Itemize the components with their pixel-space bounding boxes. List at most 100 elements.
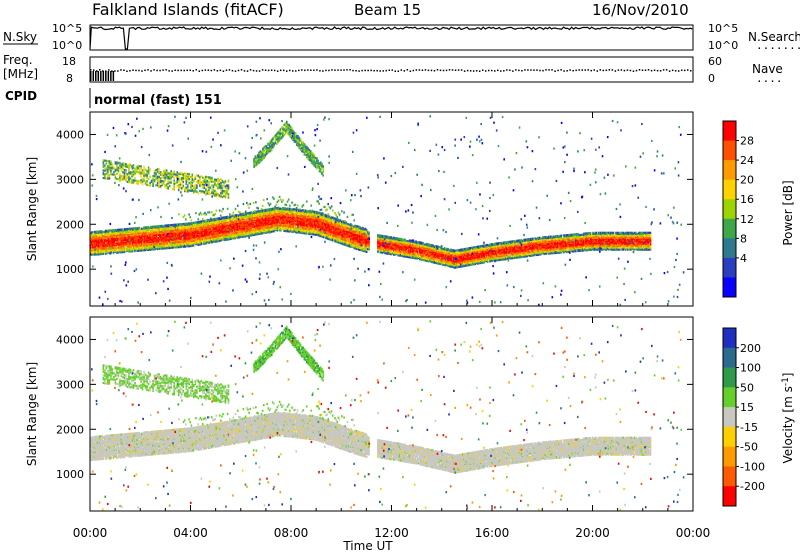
- power-cell: [180, 230, 183, 233]
- power-cell: [111, 237, 114, 240]
- power-cell: [247, 203, 249, 206]
- power-cell: [184, 232, 187, 235]
- power-cell: [255, 201, 257, 204]
- freq-point: [533, 69, 535, 71]
- power-cell: [203, 219, 205, 223]
- freq-point: [596, 70, 599, 72]
- power-cell: [184, 218, 187, 221]
- power-cell: [110, 248, 112, 251]
- power-cell: [295, 219, 298, 222]
- power-cell: [231, 216, 233, 220]
- power-cell: [92, 232, 94, 236]
- freq-point: [156, 69, 158, 72]
- power-cell: [260, 225, 263, 228]
- power-cell: [97, 230, 100, 233]
- power-cell: [166, 231, 169, 234]
- power-cell: [273, 215, 275, 218]
- power-cell: [218, 217, 221, 220]
- freq-point: [337, 69, 339, 71]
- power-cell: [213, 214, 215, 217]
- power-cell: [104, 243, 107, 246]
- power-cell: [232, 235, 235, 238]
- power-cell: [244, 212, 247, 215]
- power-cell: [300, 221, 302, 225]
- freq-point: [159, 69, 161, 72]
- power-cell: [244, 220, 247, 223]
- power-cell: [238, 210, 240, 213]
- power-cell: [244, 224, 247, 227]
- power-cell: [156, 243, 159, 247]
- power-cell: [282, 199, 284, 202]
- power-cell: [334, 212, 336, 215]
- power-cell: [290, 229, 292, 232]
- freq-point: [210, 69, 213, 72]
- power-cell: [143, 226, 145, 229]
- power-cell: [170, 225, 172, 229]
- power-cell: [283, 212, 285, 216]
- power-cell: [259, 225, 262, 228]
- power-cell: [247, 232, 249, 236]
- power-cell: [205, 231, 207, 234]
- power-cell: [229, 221, 231, 224]
- power-cell: [220, 214, 222, 217]
- freq-point: [198, 70, 201, 72]
- power-cell: [226, 215, 229, 218]
- power-cell: [128, 227, 131, 230]
- power-cell: [232, 216, 235, 219]
- power-cell: [112, 239, 115, 242]
- power-cell: [255, 210, 257, 213]
- power-cell: [291, 201, 293, 204]
- cpid-label: CPID: [5, 89, 37, 103]
- power-cell: [178, 223, 180, 226]
- power-cell: [132, 238, 135, 241]
- power-cell: [143, 249, 145, 252]
- power-cell: [104, 229, 107, 233]
- power-cell: [253, 221, 256, 224]
- freq-point: [518, 69, 520, 72]
- power-cell: [90, 252, 92, 256]
- freq-point: [629, 69, 632, 72]
- power-cell: [139, 233, 142, 236]
- power-cell: [275, 207, 278, 210]
- power-cell: [129, 243, 132, 246]
- power-cell: [183, 235, 186, 238]
- power-cell: [182, 224, 185, 228]
- power-cell: [285, 225, 288, 228]
- power-cell: [96, 253, 99, 256]
- power-cell: [209, 221, 212, 224]
- freq-point: [494, 70, 496, 72]
- power-cell: [162, 225, 164, 228]
- power-cell: [216, 229, 219, 232]
- freq-point: [135, 69, 137, 72]
- freq-point: [96, 70, 98, 72]
- power-cell: [110, 251, 112, 254]
- power-cell: [210, 230, 213, 233]
- power-cell: [166, 224, 169, 227]
- power-cell: [182, 215, 185, 219]
- power-cell: [270, 222, 273, 225]
- power-cell: [227, 216, 230, 219]
- power-cell: [229, 235, 231, 238]
- power-cell: [118, 249, 120, 252]
- power-cell: [156, 225, 159, 228]
- power-cell: [178, 241, 180, 244]
- power-cell: [317, 200, 319, 203]
- power-cell: [293, 224, 296, 227]
- nave-tick-top: 60: [708, 55, 722, 68]
- power-cell: [264, 210, 266, 213]
- power-cell: [168, 242, 170, 246]
- power-cell: [215, 239, 218, 242]
- power-cell: [189, 235, 192, 238]
- power-cell: [292, 210, 294, 213]
- freq-point: [319, 70, 321, 72]
- freq-point: [548, 69, 550, 71]
- freq-spike: [90, 71, 92, 81]
- power-cell: [180, 234, 183, 238]
- freq-point: [373, 69, 375, 72]
- power-cell: [168, 224, 170, 227]
- power-cell: [165, 244, 168, 247]
- freq-tick-bottom: 8: [66, 72, 73, 85]
- power-cell: [275, 203, 278, 207]
- power-cell: [235, 231, 238, 235]
- power-cell: [217, 227, 220, 230]
